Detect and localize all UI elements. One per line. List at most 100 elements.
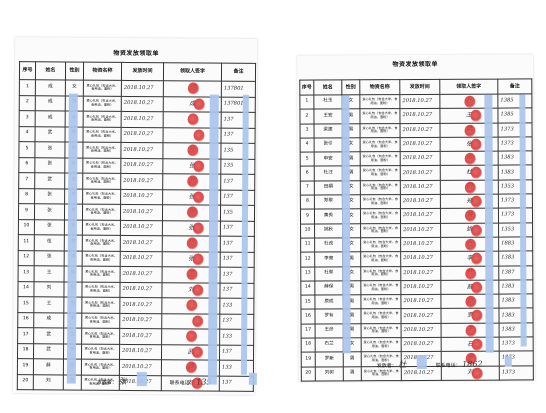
cell-name: 罗有: [314, 309, 344, 324]
header-name: 姓名: [35, 61, 66, 81]
red-fingerprint-mark: [187, 82, 199, 95]
cell-seq: 9: [300, 209, 315, 224]
cell-note: 133: [219, 298, 254, 314]
redaction-bar: [416, 354, 427, 369]
header-gender: 性别: [65, 62, 84, 81]
cell-item: 爱心礼包（包含大米、食用油、面粉）: [81, 312, 120, 329]
cell-note: 137: [220, 220, 255, 237]
header-item: 物资名称: [359, 79, 400, 95]
redaction-bar: [341, 95, 351, 354]
red-fingerprint-mark: [471, 338, 483, 351]
cell-note: 1387: [498, 265, 533, 280]
cell-gender: 男: [343, 352, 362, 367]
red-fingerprint-mark: [470, 167, 482, 180]
cell-time: 2018.10.27: [399, 94, 440, 109]
red-fingerprint-mark: [464, 210, 477, 223]
cell-seq: 7: [300, 180, 315, 196]
cell-time: 2018.10.27: [400, 180, 441, 195]
cell-time: 2018.10.27: [121, 80, 164, 97]
table-row: 4 张引女爱心礼包（包含大米、食用油、面粉） 2018.10.27 张 1373: [300, 136, 533, 153]
cell-item: 爱心礼包（包含大米、食用油、面粉）: [82, 235, 121, 251]
cell-seq: 1: [19, 79, 36, 96]
cell-note: 137: [221, 127, 256, 144]
red-fingerprint-mark: [193, 128, 205, 141]
header-signature: 领取人签字: [163, 62, 222, 82]
cell-name: 张: [34, 141, 66, 158]
cell-note: 137: [219, 313, 254, 330]
cell-time: 2018.10.27: [400, 122, 441, 138]
cell-seq: 15: [17, 296, 34, 313]
cell-note: 137: [220, 236, 255, 252]
table-row: 14 薛保男爱心礼包（包含大米、食用油、面粉） 2018.10.27 薛 1383: [300, 279, 533, 296]
cell-time: 2018.10.27: [121, 95, 164, 112]
cell-item: 爱心礼包（包含大米、食用油、面粉）: [360, 237, 401, 253]
table-header-row: 序号 姓名 性别 物资名称 发放时间 领取人签字 备注: [299, 78, 532, 96]
red-fingerprint-mark: [193, 97, 205, 110]
cell-item: 爱心礼包（包含大米、食用油、面粉）: [82, 219, 121, 236]
cell-seq: 10: [18, 219, 35, 235]
cell-note: 1383: [498, 294, 533, 309]
cell-time: 2018.10.27: [400, 280, 441, 295]
cell-seq: 20: [301, 366, 316, 382]
cell-note: 1373: [498, 208, 533, 223]
cell-item: 爱心礼包（包含大米、食用油、面粉）: [360, 280, 401, 295]
cell-seq: 17: [17, 327, 34, 344]
cell-note: 137801: [221, 96, 256, 113]
cell-name: 薛保: [314, 280, 343, 296]
cell-item: 爱心礼包（包含大米、食用油、面粉）: [360, 123, 401, 138]
red-fingerprint-mark: [471, 281, 483, 294]
cell-note: 1373: [499, 365, 534, 381]
cell-time: 2018.10.27: [119, 281, 163, 298]
redaction-bar: [136, 372, 147, 387]
red-fingerprint-mark: [470, 138, 482, 151]
cell-name: 伍: [34, 234, 65, 251]
cell-item: 爱心礼包（包含大米、食用油、面粉）: [361, 323, 402, 338]
cell-item: 爱心礼包（包含大米、食用油、面粉）: [361, 337, 402, 353]
red-fingerprint-mark: [465, 267, 477, 280]
cell-time: 2018.10.27: [400, 223, 441, 238]
red-fingerprint-mark: [471, 224, 483, 237]
cell-time: 2018.10.27: [120, 250, 163, 267]
cell-item: 爱心礼包（包含大米、食用油、面粉）: [83, 111, 122, 127]
redaction-bar: [248, 372, 257, 385]
cell-gender: 男: [343, 366, 362, 381]
cell-item: 爱心礼包（包含大米、食用油、面粉）: [81, 343, 120, 360]
cell-seq: 9: [18, 203, 35, 220]
cell-time: 2018.10.27: [400, 308, 442, 324]
cell-seq: 11: [300, 237, 315, 253]
cell-name: 原成: [314, 295, 343, 310]
cell-time: 2018.10.27: [400, 294, 441, 310]
cell-item: 爱心礼包（包含大米、食用油、面粉）: [360, 166, 401, 181]
table-row: 10 姚秋女爱心礼包（包含大米、食用油、面粉） 2018.10.27 姚 1353: [300, 222, 533, 239]
cell-note: 1883: [498, 236, 533, 252]
cell-name: 张: [34, 219, 65, 236]
right-sheet-title: 物资发放领取单: [392, 60, 438, 69]
red-fingerprint-mark: [465, 324, 477, 337]
red-fingerprint-mark: [186, 330, 198, 343]
cell-seq: 19: [17, 358, 34, 375]
cell-note: 1385: [497, 108, 533, 123]
red-fingerprint-mark: [192, 252, 204, 265]
cell-item: 爱心礼包（包含大米、食用油、面粉）: [83, 95, 122, 112]
cell-item: 爱心礼包（包含大米、食用油、面粉）: [360, 137, 401, 152]
cell-seq: 19: [301, 352, 316, 367]
cell-time: 2018.10.27: [119, 328, 162, 345]
cell-name: 张: [34, 157, 65, 174]
cell-seq: 7: [18, 172, 35, 189]
cell-name: 刘: [33, 374, 64, 391]
cell-note: 135: [220, 158, 255, 175]
cell-name: 张引: [314, 137, 343, 153]
cell-seq: 14: [17, 281, 35, 297]
